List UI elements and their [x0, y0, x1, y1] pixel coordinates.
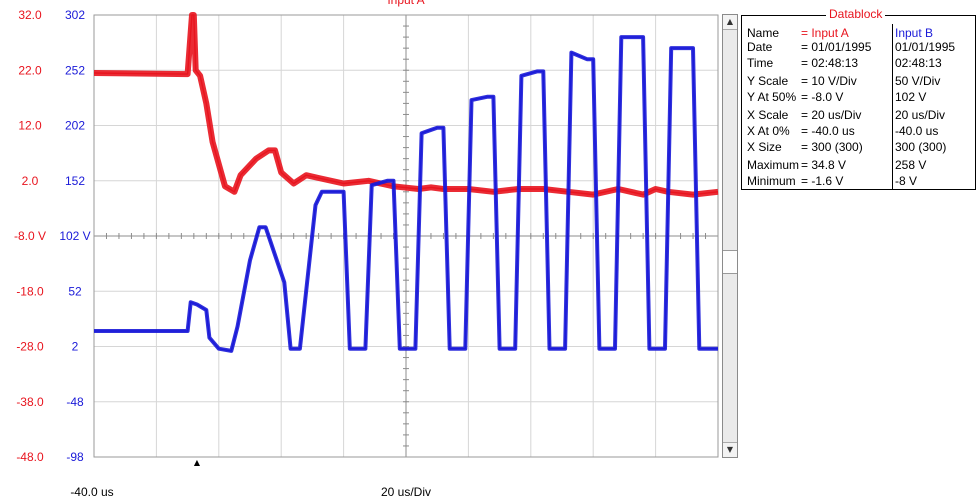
input-b-value: 01/01/1995: [895, 40, 956, 54]
trace-input-b: [94, 36, 718, 352]
scroll-thumb[interactable]: [723, 250, 737, 274]
datablock-row-minimum: Minimum = -1.6 V -8 V: [742, 174, 977, 191]
vertical-scrollbar[interactable]: ▲ ▼: [722, 14, 738, 458]
input-b-tick-label: 252: [65, 63, 85, 77]
row-label: X Scale: [747, 108, 789, 122]
input-b-tick-label: -98: [66, 450, 84, 464]
input-b-tick-label: -48: [66, 395, 84, 409]
input-a-value: = 02:48:13: [801, 56, 859, 70]
datablock-row-x-at-0: X At 0% = -40.0 us -40.0 us: [742, 124, 977, 141]
input-a-value: = 20 us/Div: [801, 108, 862, 122]
datablock-row-date: Date = 01/01/1995 01/01/1995: [742, 40, 977, 57]
datablock-row-maximum: Maximum = 34.8 V 258 V: [742, 158, 977, 175]
input-a-tick-label: 32.0: [18, 8, 42, 22]
input-a-tick-label: 22.0: [18, 63, 42, 77]
input-a-value: = -40.0 us: [801, 124, 855, 138]
input-b-value: 258 V: [895, 158, 927, 172]
input-a-value: = 10 V/Div: [801, 74, 857, 88]
input-b-value: 102 V: [895, 90, 927, 104]
row-label: Name: [747, 26, 780, 40]
input-a-value: = 34.8 V: [801, 158, 847, 172]
input-a-value: = -8.0 V: [801, 90, 844, 104]
input-a-value: = Input A: [801, 26, 849, 40]
datablock-row-y-at-50: Y At 50% = -8.0 V 102 V: [742, 90, 977, 107]
datablock-divider: [892, 24, 893, 189]
trigger-marker-icon: ▲: [194, 458, 201, 467]
row-label: Minimum: [747, 174, 796, 188]
input-b-tick-label: 152: [65, 174, 85, 188]
input-b-tick-label: 302: [65, 8, 85, 22]
input-a-value: = 01/01/1995: [801, 40, 872, 54]
row-label: Time: [747, 56, 774, 70]
datablock-row-x-size: X Size = 300 (300) 300 (300): [742, 140, 977, 157]
row-label: Y Scale: [747, 74, 789, 88]
scroll-down-icon[interactable]: ▼: [723, 442, 737, 457]
datablock-row-time: Time = 02:48:13 02:48:13: [742, 56, 977, 73]
row-label: X Size: [747, 140, 782, 154]
row-label: Date: [747, 40, 773, 54]
input-b-value: Input B: [895, 26, 934, 40]
row-label: Maximum: [747, 158, 800, 172]
input-a-tick-label: -48.0: [16, 450, 44, 464]
input-b-value: 50 V/Div: [895, 74, 941, 88]
input-b-value: -40.0 us: [895, 124, 939, 138]
input-a-tick-label: -38.0: [16, 395, 44, 409]
input-b-tick-label: 202: [65, 119, 85, 133]
datablock-row-name: Name = Input A Input B: [742, 26, 977, 43]
input-b-tick-label: 2: [72, 340, 79, 354]
input-a-value: = -1.6 V: [801, 174, 844, 188]
input-a-tick-label: 12.0: [18, 119, 42, 133]
datablock-row-x-scale: X Scale = 20 us/Div 20 us/Div: [742, 108, 977, 125]
x-start-label: -40.0 us: [70, 485, 113, 499]
row-label: Y At 50%: [747, 90, 797, 104]
datablock-row-y-scale: Y Scale = 10 V/Div 50 V/Div: [742, 74, 977, 91]
x-scale-label: 20 us/Div: [381, 485, 431, 499]
input-b-tick-label: 52: [68, 284, 82, 298]
chart-title: Input A: [387, 0, 424, 7]
trace-layer: [93, 12, 719, 353]
input-a-tick-label: -18.0: [16, 284, 44, 298]
input-b-value: 20 us/Div: [895, 108, 946, 122]
scroll-up-icon[interactable]: ▲: [723, 15, 737, 30]
trace-input-a: [93, 14, 719, 196]
input-a-value: = 300 (300): [801, 140, 863, 154]
row-label: X At 0%: [747, 124, 790, 138]
input-b-value: 02:48:13: [895, 56, 942, 70]
input-b-value: -8 V: [895, 174, 918, 188]
input-b-tick-label: 102 V: [59, 229, 90, 243]
input-a-tick-label: -8.0 V: [14, 229, 46, 243]
datablock-title: Datablock: [826, 7, 886, 21]
datablock-panel: Datablock Name = Input A Input B Date = …: [741, 7, 977, 191]
input-a-tick-label: 2.0: [22, 174, 39, 188]
plot-frame: [93, 14, 719, 458]
input-a-tick-label: -28.0: [16, 340, 44, 354]
plot-grid: [93, 14, 719, 458]
input-b-value: 300 (300): [895, 140, 947, 154]
